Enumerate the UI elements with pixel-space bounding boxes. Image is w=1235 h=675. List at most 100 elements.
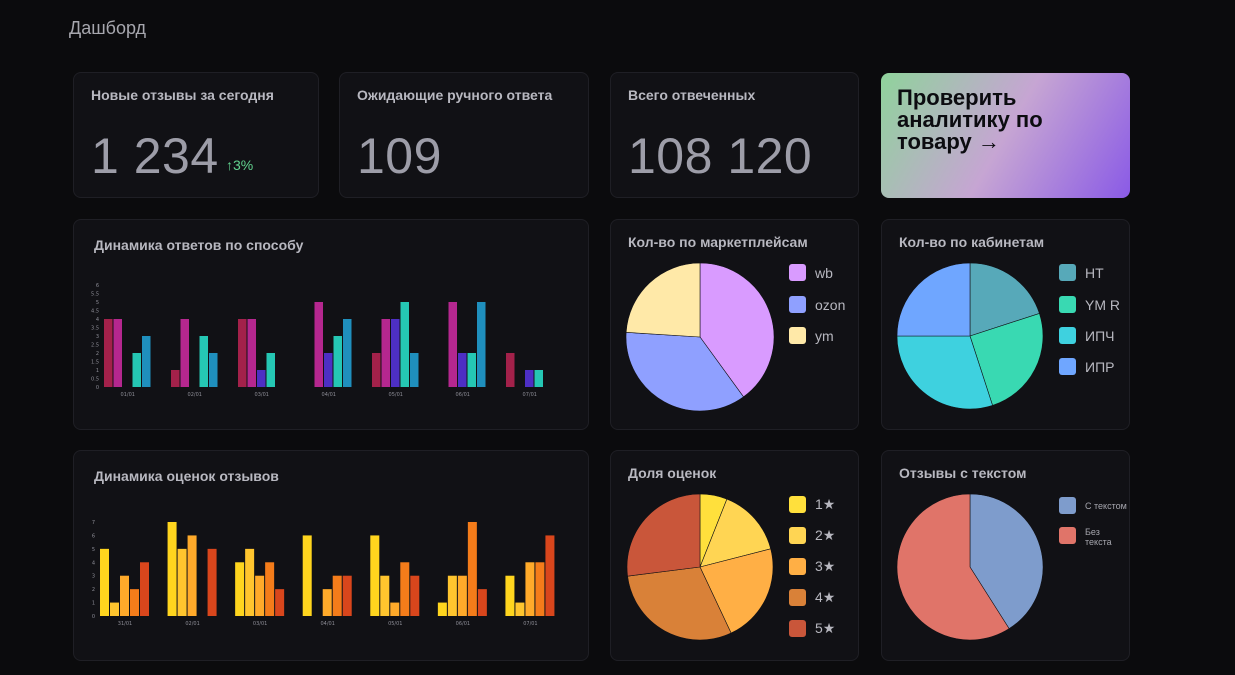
bar bbox=[199, 336, 208, 387]
bar bbox=[238, 319, 247, 387]
bar bbox=[410, 353, 419, 387]
bar bbox=[525, 370, 534, 387]
pie-slice bbox=[699, 548, 774, 634]
bar bbox=[467, 522, 477, 616]
legend-item-ozon: ozon bbox=[789, 296, 845, 313]
legend-label: Без текста bbox=[1085, 527, 1112, 547]
bar bbox=[447, 575, 457, 616]
chart-title: Кол-во по маркетплейсам bbox=[628, 234, 808, 250]
x-tick-label: 01/01 bbox=[121, 392, 135, 398]
pie-slice bbox=[969, 262, 1040, 337]
stat-label: Ожидающие ручного ответа bbox=[357, 87, 553, 103]
stat-card-new-today: Новые отзывы за сегодня 1 234 ↑3% bbox=[73, 72, 319, 198]
cabinets-pie-chart bbox=[896, 262, 1044, 410]
bar bbox=[458, 353, 467, 387]
y-tick-label: 1 bbox=[92, 601, 95, 607]
stat-value: 109 bbox=[357, 128, 442, 184]
bar bbox=[130, 589, 139, 616]
y-tick-label: 3 bbox=[92, 574, 95, 580]
legend-swatch bbox=[1059, 358, 1076, 375]
bar bbox=[187, 535, 197, 616]
x-tick-label: 03/01 bbox=[253, 621, 267, 627]
chart-title: Доля оценок bbox=[628, 465, 717, 481]
legend-label: 2★ bbox=[815, 527, 836, 543]
bar bbox=[302, 535, 312, 616]
bar bbox=[505, 575, 515, 616]
bar bbox=[132, 353, 141, 387]
x-tick-label: 02/01 bbox=[188, 392, 202, 398]
marketplaces-pie-chart bbox=[625, 262, 775, 412]
legend-item-3-star: 3★ bbox=[789, 558, 835, 575]
product-analytics-label: Проверить аналитику по товару → bbox=[897, 85, 1043, 154]
chart-title: Отзывы с текстом bbox=[899, 465, 1027, 481]
x-tick-label: 04/01 bbox=[321, 621, 335, 627]
bar bbox=[322, 589, 332, 616]
y-tick-label: 2 bbox=[96, 351, 99, 357]
bar bbox=[180, 319, 189, 387]
bar bbox=[343, 319, 352, 387]
pie-slice bbox=[625, 332, 744, 412]
bar bbox=[104, 319, 113, 387]
bar bbox=[457, 575, 467, 616]
legend-item-5-star: 5★ bbox=[789, 620, 835, 637]
bar bbox=[380, 575, 390, 616]
legend-label: 5★ bbox=[815, 620, 836, 636]
bar bbox=[534, 370, 543, 387]
bar bbox=[332, 575, 342, 616]
y-tick-label: 4 bbox=[96, 317, 99, 323]
legend-swatch bbox=[789, 264, 806, 281]
legend-swatch bbox=[1059, 527, 1076, 544]
ratings-dynamics-bar-chart: 0 1 2 3 4 5 6 7 31/01 02/01 03/01 04/01 05/01 06/01 07… bbox=[92, 520, 555, 627]
y-tick-label: 2.5 bbox=[91, 343, 99, 349]
pie-slice bbox=[969, 493, 1044, 630]
legend-item-without-text: Без текста bbox=[1059, 527, 1121, 547]
bar bbox=[275, 589, 285, 616]
legend-item-wb: wb bbox=[789, 264, 833, 281]
legend-swatch bbox=[789, 589, 806, 606]
y-tick-label: 2 bbox=[92, 587, 95, 593]
bar bbox=[381, 319, 390, 387]
pie-slice bbox=[896, 335, 993, 410]
bar bbox=[477, 589, 487, 616]
y-tick-label: 5 bbox=[92, 547, 95, 553]
ratings-share-pie-chart bbox=[626, 493, 774, 641]
y-tick-label: 1.5 bbox=[91, 360, 99, 366]
x-tick-label: 07/01 bbox=[523, 392, 537, 398]
bar bbox=[437, 602, 447, 616]
bar bbox=[171, 370, 180, 387]
bar bbox=[235, 562, 245, 616]
legend-item-nt: НТ bbox=[1059, 264, 1104, 281]
legend-swatch bbox=[789, 620, 806, 637]
bar bbox=[391, 319, 400, 387]
y-tick-label: 4 bbox=[92, 560, 95, 566]
chart-card-ratings-dynamics: Динамика оценок отзывов bbox=[73, 450, 589, 661]
bar bbox=[266, 353, 275, 387]
pie-slice bbox=[627, 566, 732, 641]
chart-title: Динамика ответов по способу bbox=[94, 237, 304, 253]
x-tick-label: 02/01 bbox=[185, 621, 199, 627]
legend-label: 1★ bbox=[815, 496, 836, 512]
legend-label: НТ bbox=[1085, 264, 1104, 281]
bar bbox=[207, 548, 217, 616]
bar bbox=[448, 302, 457, 387]
bar bbox=[209, 353, 218, 387]
legend-item-4-star: 4★ bbox=[789, 589, 835, 606]
with-text-pie-chart bbox=[896, 493, 1044, 641]
product-analytics-button[interactable]: Проверить аналитику по товару → bbox=[881, 73, 1130, 198]
bar bbox=[506, 353, 515, 387]
bar bbox=[265, 562, 275, 616]
chart-card-answers-dynamics: Динамика ответов по способу bbox=[73, 219, 589, 430]
bar bbox=[535, 562, 545, 616]
y-tick-label: 0 bbox=[96, 385, 99, 391]
trend-up-badge: ↑3% bbox=[226, 157, 254, 173]
legend-item-ymr: YM R bbox=[1059, 296, 1120, 313]
y-tick-label: 0.5 bbox=[91, 377, 99, 383]
bar bbox=[525, 562, 535, 616]
bar bbox=[113, 319, 122, 387]
x-tick-label: 06/01 bbox=[456, 392, 470, 398]
legend-swatch bbox=[1059, 264, 1076, 281]
stat-card-total: Всего отвеченных 108 120 bbox=[610, 72, 859, 198]
x-tick-label: 07/01 bbox=[523, 621, 537, 627]
y-tick-label: 5 bbox=[96, 300, 99, 306]
bar bbox=[545, 535, 555, 616]
